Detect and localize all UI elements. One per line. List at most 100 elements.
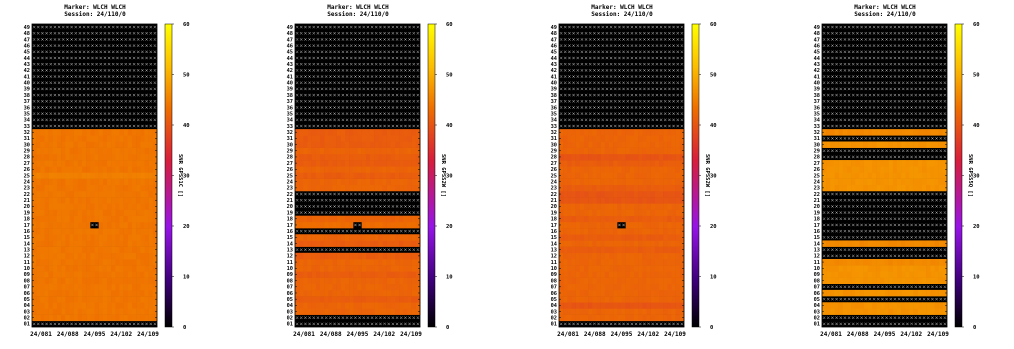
y-tick-label: 43 bbox=[814, 62, 820, 68]
heatmap-cell bbox=[634, 246, 639, 254]
heatmap-cell bbox=[621, 197, 626, 204]
heatmap-cell bbox=[922, 160, 927, 167]
y-tick-label: 12 bbox=[814, 254, 820, 260]
y-tick-label: 05 bbox=[814, 297, 820, 303]
heatmap-cell bbox=[111, 240, 116, 247]
heatmap-cell bbox=[584, 184, 589, 192]
heatmap-cell bbox=[659, 314, 664, 322]
heatmap-cell bbox=[69, 228, 74, 235]
heatmap-cell bbox=[65, 197, 70, 204]
heatmap-cell bbox=[111, 314, 116, 322]
heatmap-cell bbox=[600, 265, 606, 272]
heatmap-cell bbox=[654, 184, 660, 192]
heatmap-cell bbox=[867, 271, 873, 278]
heatmap-cell bbox=[57, 296, 62, 303]
heatmap-cell bbox=[855, 265, 860, 272]
heatmap-cell bbox=[642, 234, 647, 241]
heatmap-cell bbox=[930, 240, 935, 247]
no-data-row bbox=[32, 69, 157, 72]
data-row bbox=[559, 314, 685, 322]
heatmap-cell bbox=[663, 135, 668, 142]
heatmap-cell bbox=[592, 271, 597, 278]
heatmap-cell bbox=[332, 265, 337, 272]
heatmap-cell bbox=[77, 277, 83, 285]
heatmap-cell bbox=[107, 234, 112, 241]
heatmap-cell bbox=[563, 221, 568, 229]
heatmap-cell bbox=[374, 147, 379, 155]
heatmap-cell bbox=[930, 172, 935, 179]
heatmap-cell bbox=[650, 178, 656, 186]
heatmap-cell bbox=[403, 172, 408, 179]
heatmap-cell bbox=[407, 141, 412, 148]
heatmap-cell bbox=[663, 215, 668, 223]
heatmap-cell bbox=[295, 135, 300, 142]
heatmap-cell bbox=[370, 271, 375, 278]
heatmap-cell bbox=[65, 271, 70, 278]
heatmap-cell bbox=[357, 289, 362, 297]
heatmap-cell bbox=[144, 141, 149, 148]
y-tick-label: 32 bbox=[814, 130, 820, 136]
heatmap-cell bbox=[671, 153, 676, 161]
heatmap-cell bbox=[136, 172, 141, 179]
heatmap-cell bbox=[926, 240, 931, 247]
heatmap-cell bbox=[588, 221, 593, 229]
heatmap-cell bbox=[922, 277, 927, 285]
heatmap-cell bbox=[584, 215, 589, 223]
data-row bbox=[822, 178, 948, 186]
y-tick-label: 07 bbox=[287, 285, 293, 291]
heatmap-cell bbox=[320, 252, 325, 260]
heatmap-cell bbox=[629, 289, 635, 297]
y-tick-label: 42 bbox=[287, 68, 293, 74]
y-tick-label: 14 bbox=[287, 241, 293, 247]
heatmap-cell bbox=[847, 141, 852, 148]
heatmap-cell bbox=[604, 258, 610, 266]
heatmap-cell bbox=[642, 283, 647, 291]
heatmap-cell bbox=[592, 190, 597, 198]
heatmap-cell bbox=[934, 178, 939, 186]
y-tick-label: 49 bbox=[551, 25, 557, 31]
y-tick-label: 20 bbox=[551, 204, 557, 210]
heatmap-cell bbox=[913, 141, 919, 148]
heatmap-cell bbox=[357, 252, 362, 260]
heatmap-cell bbox=[596, 178, 601, 186]
heatmap-cell bbox=[69, 209, 74, 216]
heatmap-cell bbox=[638, 160, 643, 167]
heatmap-cell bbox=[913, 184, 919, 192]
heatmap-cell bbox=[880, 184, 885, 192]
y-tick-label: 13 bbox=[551, 248, 557, 254]
heatmap-cell bbox=[73, 184, 79, 192]
heatmap-cell bbox=[675, 240, 681, 247]
heatmap-cell bbox=[136, 265, 141, 272]
heatmap-cell bbox=[638, 265, 643, 272]
heatmap-cell bbox=[584, 190, 589, 198]
no-data-row bbox=[32, 31, 157, 35]
heatmap-cell bbox=[876, 302, 881, 309]
heatmap-cell bbox=[888, 289, 894, 297]
heatmap-cell bbox=[584, 228, 589, 235]
heatmap-cell bbox=[575, 178, 581, 186]
heatmap-cell bbox=[621, 234, 626, 241]
heatmap-cell bbox=[922, 178, 927, 186]
heatmap-cell bbox=[642, 302, 647, 309]
heatmap-cell bbox=[642, 129, 647, 136]
heatmap-cell bbox=[73, 271, 79, 278]
heatmap-cell bbox=[61, 314, 66, 322]
heatmap-cell bbox=[588, 160, 593, 167]
heatmap-cell bbox=[642, 190, 647, 198]
heatmap-cell bbox=[926, 265, 931, 272]
heatmap-cell bbox=[897, 166, 902, 173]
heatmap-cell bbox=[98, 314, 104, 322]
heatmap-cell bbox=[98, 265, 104, 272]
heatmap-cell bbox=[349, 172, 354, 179]
heatmap-cell bbox=[634, 308, 639, 315]
heatmap-cell bbox=[86, 166, 91, 173]
heatmap-cell bbox=[69, 296, 74, 303]
heatmap-cell bbox=[650, 153, 656, 161]
heatmap-cell bbox=[127, 228, 133, 235]
heatmap-cell bbox=[592, 209, 597, 216]
heatmap-cell bbox=[399, 141, 404, 148]
heatmap-cell bbox=[336, 234, 342, 241]
heatmap-cell bbox=[365, 135, 371, 142]
heatmap-cell bbox=[663, 209, 668, 216]
heatmap-cell bbox=[365, 271, 371, 278]
